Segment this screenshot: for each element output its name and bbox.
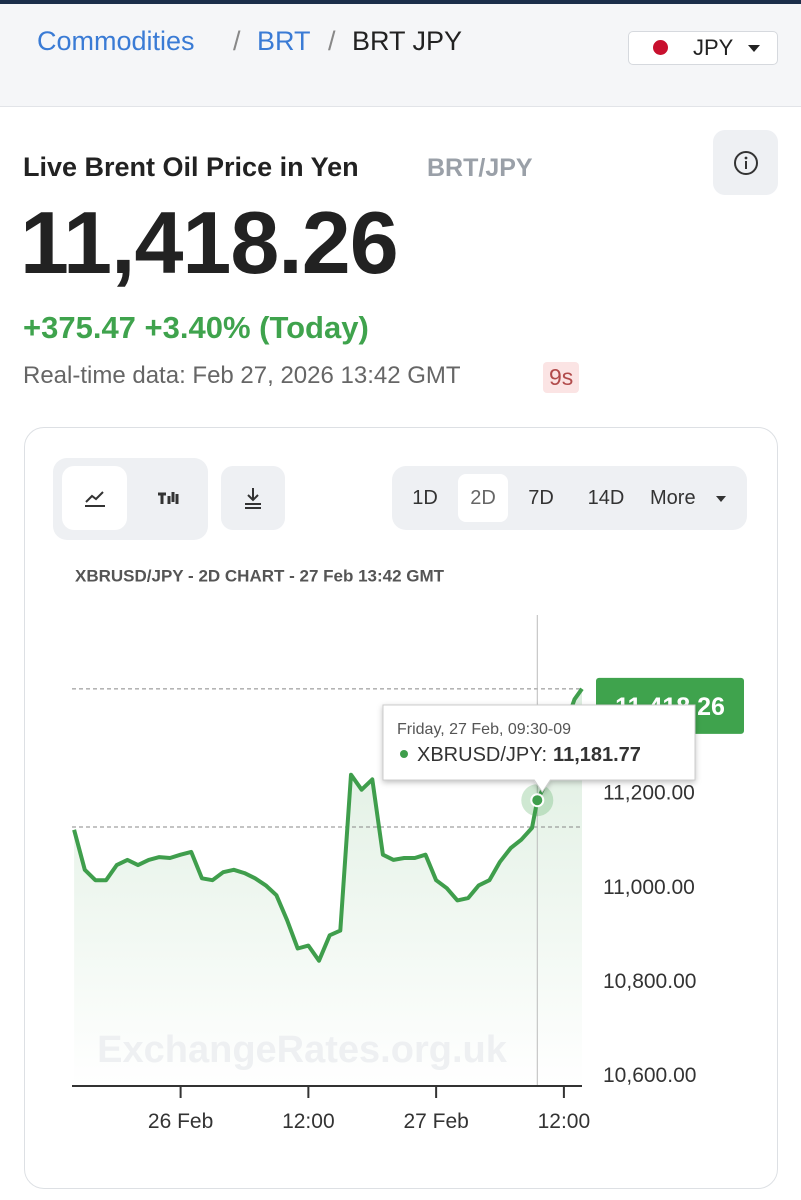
info-button[interactable] xyxy=(713,130,778,195)
download-button[interactable] xyxy=(221,466,285,530)
tooltip xyxy=(382,704,696,793)
range-button[interactable]: 1D xyxy=(412,486,438,509)
caret xyxy=(716,496,726,502)
y-tick-label: 11,200.00 xyxy=(603,782,695,805)
range-group xyxy=(392,466,747,530)
tooltip-header: Friday, 27 Feb, 09:30-09 xyxy=(397,721,571,738)
info-icon xyxy=(733,150,758,175)
y-tick-label: 11,000.00 xyxy=(603,876,695,899)
download-icon xyxy=(245,488,261,509)
tooltip-content: Friday, 27 Feb, 09:30-09 XBRUSD/JPY: 11,18… xyxy=(397,721,641,766)
flag xyxy=(653,40,668,55)
caret xyxy=(748,45,760,52)
breadcrumb-link[interactable]: Commodities xyxy=(37,26,195,56)
title: Live Brent Oil Price in Yen xyxy=(23,152,359,182)
tooltip-value: 11,181.77 xyxy=(553,744,641,766)
tooltip-dot xyxy=(400,750,408,758)
age-badge: 9s xyxy=(543,362,580,393)
realtime: Real-time data: Feb 27, 2026 13:42 GMT xyxy=(23,362,461,389)
change: +375.47 +3.40% (Today) xyxy=(23,310,369,345)
tooltip-line: XBRUSD/JPY: 11,181.77 xyxy=(417,744,641,766)
x-tick-label: 26 Feb xyxy=(148,1110,213,1133)
separator: / xyxy=(233,26,241,56)
candle-icon xyxy=(157,492,178,504)
line-icon xyxy=(84,491,105,507)
range-button[interactable]: 14D xyxy=(587,486,625,509)
breadcrumb-link[interactable]: BRT xyxy=(257,26,311,56)
symbol: BRT/JPY xyxy=(427,154,533,182)
breadcrumb-current: BRT JPY xyxy=(352,26,463,56)
tooltip-name: XBRUSD/JPY: xyxy=(417,744,547,766)
watermark: ExchangeRates.org.uk xyxy=(97,1029,508,1071)
separator: / xyxy=(328,26,336,56)
range-button[interactable]: 2D xyxy=(458,474,508,522)
y-tick-label: 10,800.00 xyxy=(603,970,696,993)
chart-title: XBRUSD/JPY - 2D CHART - 27 Feb 13:42 GMT xyxy=(75,566,445,585)
chart-card xyxy=(24,427,778,1189)
x-tick-label: 12:00 xyxy=(538,1110,591,1133)
line xyxy=(72,687,584,963)
x-tick-label: 12:00 xyxy=(282,1110,335,1133)
y-tick-label: 10,600.00 xyxy=(603,1064,696,1087)
currency: JPY xyxy=(693,35,734,60)
x-tick-label: 27 Feb xyxy=(403,1110,468,1133)
candle-chart-button[interactable] xyxy=(136,466,201,530)
range-button[interactable]: More xyxy=(650,486,696,509)
price: 11,418.26 xyxy=(20,193,399,292)
area xyxy=(74,688,582,1086)
range-button[interactable]: 7D xyxy=(528,486,554,509)
line-chart-button[interactable] xyxy=(62,466,127,530)
hover-point xyxy=(530,793,545,808)
top-bar xyxy=(0,0,801,4)
